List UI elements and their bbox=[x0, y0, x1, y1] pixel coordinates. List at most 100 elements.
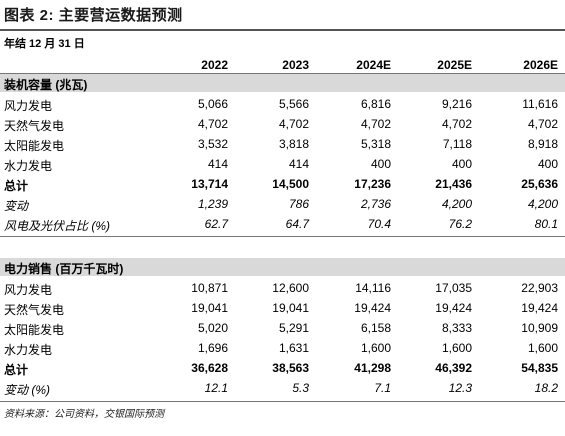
table-cell: 3,818 bbox=[278, 137, 309, 151]
table-cell: 7,118 bbox=[442, 137, 472, 151]
row-label: 总计 bbox=[4, 363, 29, 377]
table-cell: 19,424 bbox=[435, 301, 472, 315]
table-row: 变动 (%) 12.1 5.3 7.1 12.3 18.2 bbox=[0, 378, 565, 398]
table-row: 太阳能发电 3,532 3,818 5,318 7,118 8,918 bbox=[0, 134, 565, 154]
table-cell: 414 bbox=[288, 157, 309, 171]
table-cell: 4,200 bbox=[441, 197, 472, 211]
table-cell: 8,333 bbox=[441, 321, 472, 335]
source-note: 资料来源：公司资料，交银国际预测 bbox=[4, 409, 164, 420]
table-cell: 12.1 bbox=[204, 381, 228, 395]
table-cell: 10,871 bbox=[191, 281, 228, 295]
header-divider bbox=[0, 73, 565, 74]
table-cell: 5,318 bbox=[360, 137, 391, 151]
table-cell: 38,563 bbox=[272, 361, 309, 375]
column-header: 2025E bbox=[437, 58, 472, 72]
table-cell: 18.2 bbox=[534, 381, 558, 395]
table-cell: 41,298 bbox=[354, 361, 391, 375]
table-cell: 2,736 bbox=[360, 197, 391, 211]
table-cell: 22,903 bbox=[521, 281, 558, 295]
section-header: 电力销售 (百万千瓦时) bbox=[0, 258, 565, 276]
table-cell: 76.2 bbox=[448, 217, 472, 231]
table-row: 天然气发电 4,702 4,702 4,702 4,702 4,702 bbox=[0, 114, 565, 134]
table-row: 总计 13,714 14,500 17,236 21,436 25,636 bbox=[0, 174, 565, 194]
title-divider bbox=[0, 29, 565, 31]
row-label: 天然气发电 bbox=[4, 303, 65, 317]
table-cell: 25,636 bbox=[521, 177, 558, 191]
table-cell: 10,909 bbox=[521, 321, 558, 335]
table-row: 水力发电 1,696 1,631 1,600 1,600 1,600 bbox=[0, 338, 565, 358]
table-cell: 4,702 bbox=[197, 117, 228, 131]
table-cell: 13,714 bbox=[191, 177, 228, 191]
column-header: 2024E bbox=[356, 58, 391, 72]
table-cell: 46,392 bbox=[435, 361, 472, 375]
table-cell: 1,600 bbox=[527, 341, 558, 355]
table-cell: 62.7 bbox=[204, 217, 228, 231]
table-cell: 17,035 bbox=[435, 281, 472, 295]
column-header: 2022 bbox=[201, 58, 228, 72]
row-label: 天然气发电 bbox=[4, 119, 65, 133]
table-cell: 5,020 bbox=[197, 321, 228, 335]
table-cell: 19,424 bbox=[354, 301, 391, 315]
table-row: 风电及光伏占比 (%) 62.7 64.7 70.4 76.2 80.1 bbox=[0, 214, 565, 234]
table-cell: 5,066 bbox=[197, 97, 228, 111]
row-label: 变动 (%) bbox=[4, 383, 50, 397]
table-row: 风力发电 5,066 5,566 6,816 9,216 11,616 bbox=[0, 94, 565, 114]
table-cell: 14,116 bbox=[355, 281, 391, 295]
table-cell: 36,628 bbox=[191, 361, 228, 375]
table-cell: 6,816 bbox=[360, 97, 391, 111]
row-label: 总计 bbox=[4, 179, 29, 193]
table-cell: 400 bbox=[451, 157, 472, 171]
table-cell: 19,424 bbox=[521, 301, 558, 315]
row-label: 太阳能发电 bbox=[4, 139, 65, 153]
fiscal-year-note: 年结 12 月 31 日 bbox=[4, 38, 85, 50]
row-label: 风电及光伏占比 (%) bbox=[4, 219, 110, 233]
row-label: 太阳能发电 bbox=[4, 323, 65, 337]
footer-divider bbox=[0, 401, 565, 402]
table-row: 水力发电 414 414 400 400 400 bbox=[0, 154, 565, 174]
table-row: 天然气发电 19,041 19,041 19,424 19,424 19,424 bbox=[0, 298, 565, 318]
section-header: 装机容量 (兆瓦) bbox=[0, 74, 565, 92]
table-cell: 400 bbox=[537, 157, 558, 171]
table-row: 总计 36,628 38,563 41,298 46,392 54,835 bbox=[0, 358, 565, 378]
table-cell: 3,532 bbox=[197, 137, 228, 151]
table-cell: 1,600 bbox=[360, 341, 391, 355]
table-cell: 54,835 bbox=[521, 361, 558, 375]
row-label: 风力发电 bbox=[4, 99, 53, 113]
table-row: 变动 1,239 786 2,736 4,200 4,200 bbox=[0, 194, 565, 214]
table-row: 太阳能发电 5,020 5,291 6,158 8,333 10,909 bbox=[0, 318, 565, 338]
table-cell: 7.1 bbox=[374, 381, 391, 395]
table-cell: 64.7 bbox=[285, 217, 309, 231]
row-label: 水力发电 bbox=[4, 159, 53, 173]
table-cell: 9,216 bbox=[441, 97, 472, 111]
row-label: 变动 bbox=[4, 199, 29, 213]
table-cell: 414 bbox=[207, 157, 228, 171]
table-cell: 5.3 bbox=[292, 381, 309, 395]
table-cell: 400 bbox=[370, 157, 391, 171]
table-cell: 4,200 bbox=[527, 197, 558, 211]
table-cell: 786 bbox=[288, 197, 309, 211]
table-cell: 1,631 bbox=[278, 341, 309, 355]
table-cell: 21,436 bbox=[435, 177, 472, 191]
table-cell: 1,696 bbox=[197, 341, 228, 355]
table-row: 风力发电 10,871 12,600 14,116 17,035 22,903 bbox=[0, 278, 565, 298]
table-cell: 1,600 bbox=[441, 341, 472, 355]
table-cell: 4,702 bbox=[527, 117, 558, 131]
table-cell: 6,158 bbox=[360, 321, 391, 335]
table-cell: 4,702 bbox=[441, 117, 472, 131]
table-cell: 14,500 bbox=[272, 177, 309, 191]
table-cell: 4,702 bbox=[278, 117, 309, 131]
table-cell: 4,702 bbox=[360, 117, 391, 131]
table-cell: 80.1 bbox=[534, 217, 558, 231]
row-label: 水力发电 bbox=[4, 343, 53, 357]
table-cell: 19,041 bbox=[272, 301, 309, 315]
table-cell: 5,566 bbox=[278, 97, 309, 111]
table-cell: 12.3 bbox=[448, 381, 472, 395]
table-cell: 17,236 bbox=[354, 177, 391, 191]
column-header-row: 2022 2023 2024E 2025E 2026E bbox=[0, 58, 565, 72]
row-label: 风力发电 bbox=[4, 283, 53, 297]
table-cell: 11,616 bbox=[522, 97, 558, 111]
table-cell: 5,291 bbox=[278, 321, 309, 335]
section-title: 电力销售 (百万千瓦时) bbox=[4, 262, 124, 276]
table-cell: 12,600 bbox=[272, 281, 309, 295]
column-header: 2026E bbox=[523, 58, 558, 72]
